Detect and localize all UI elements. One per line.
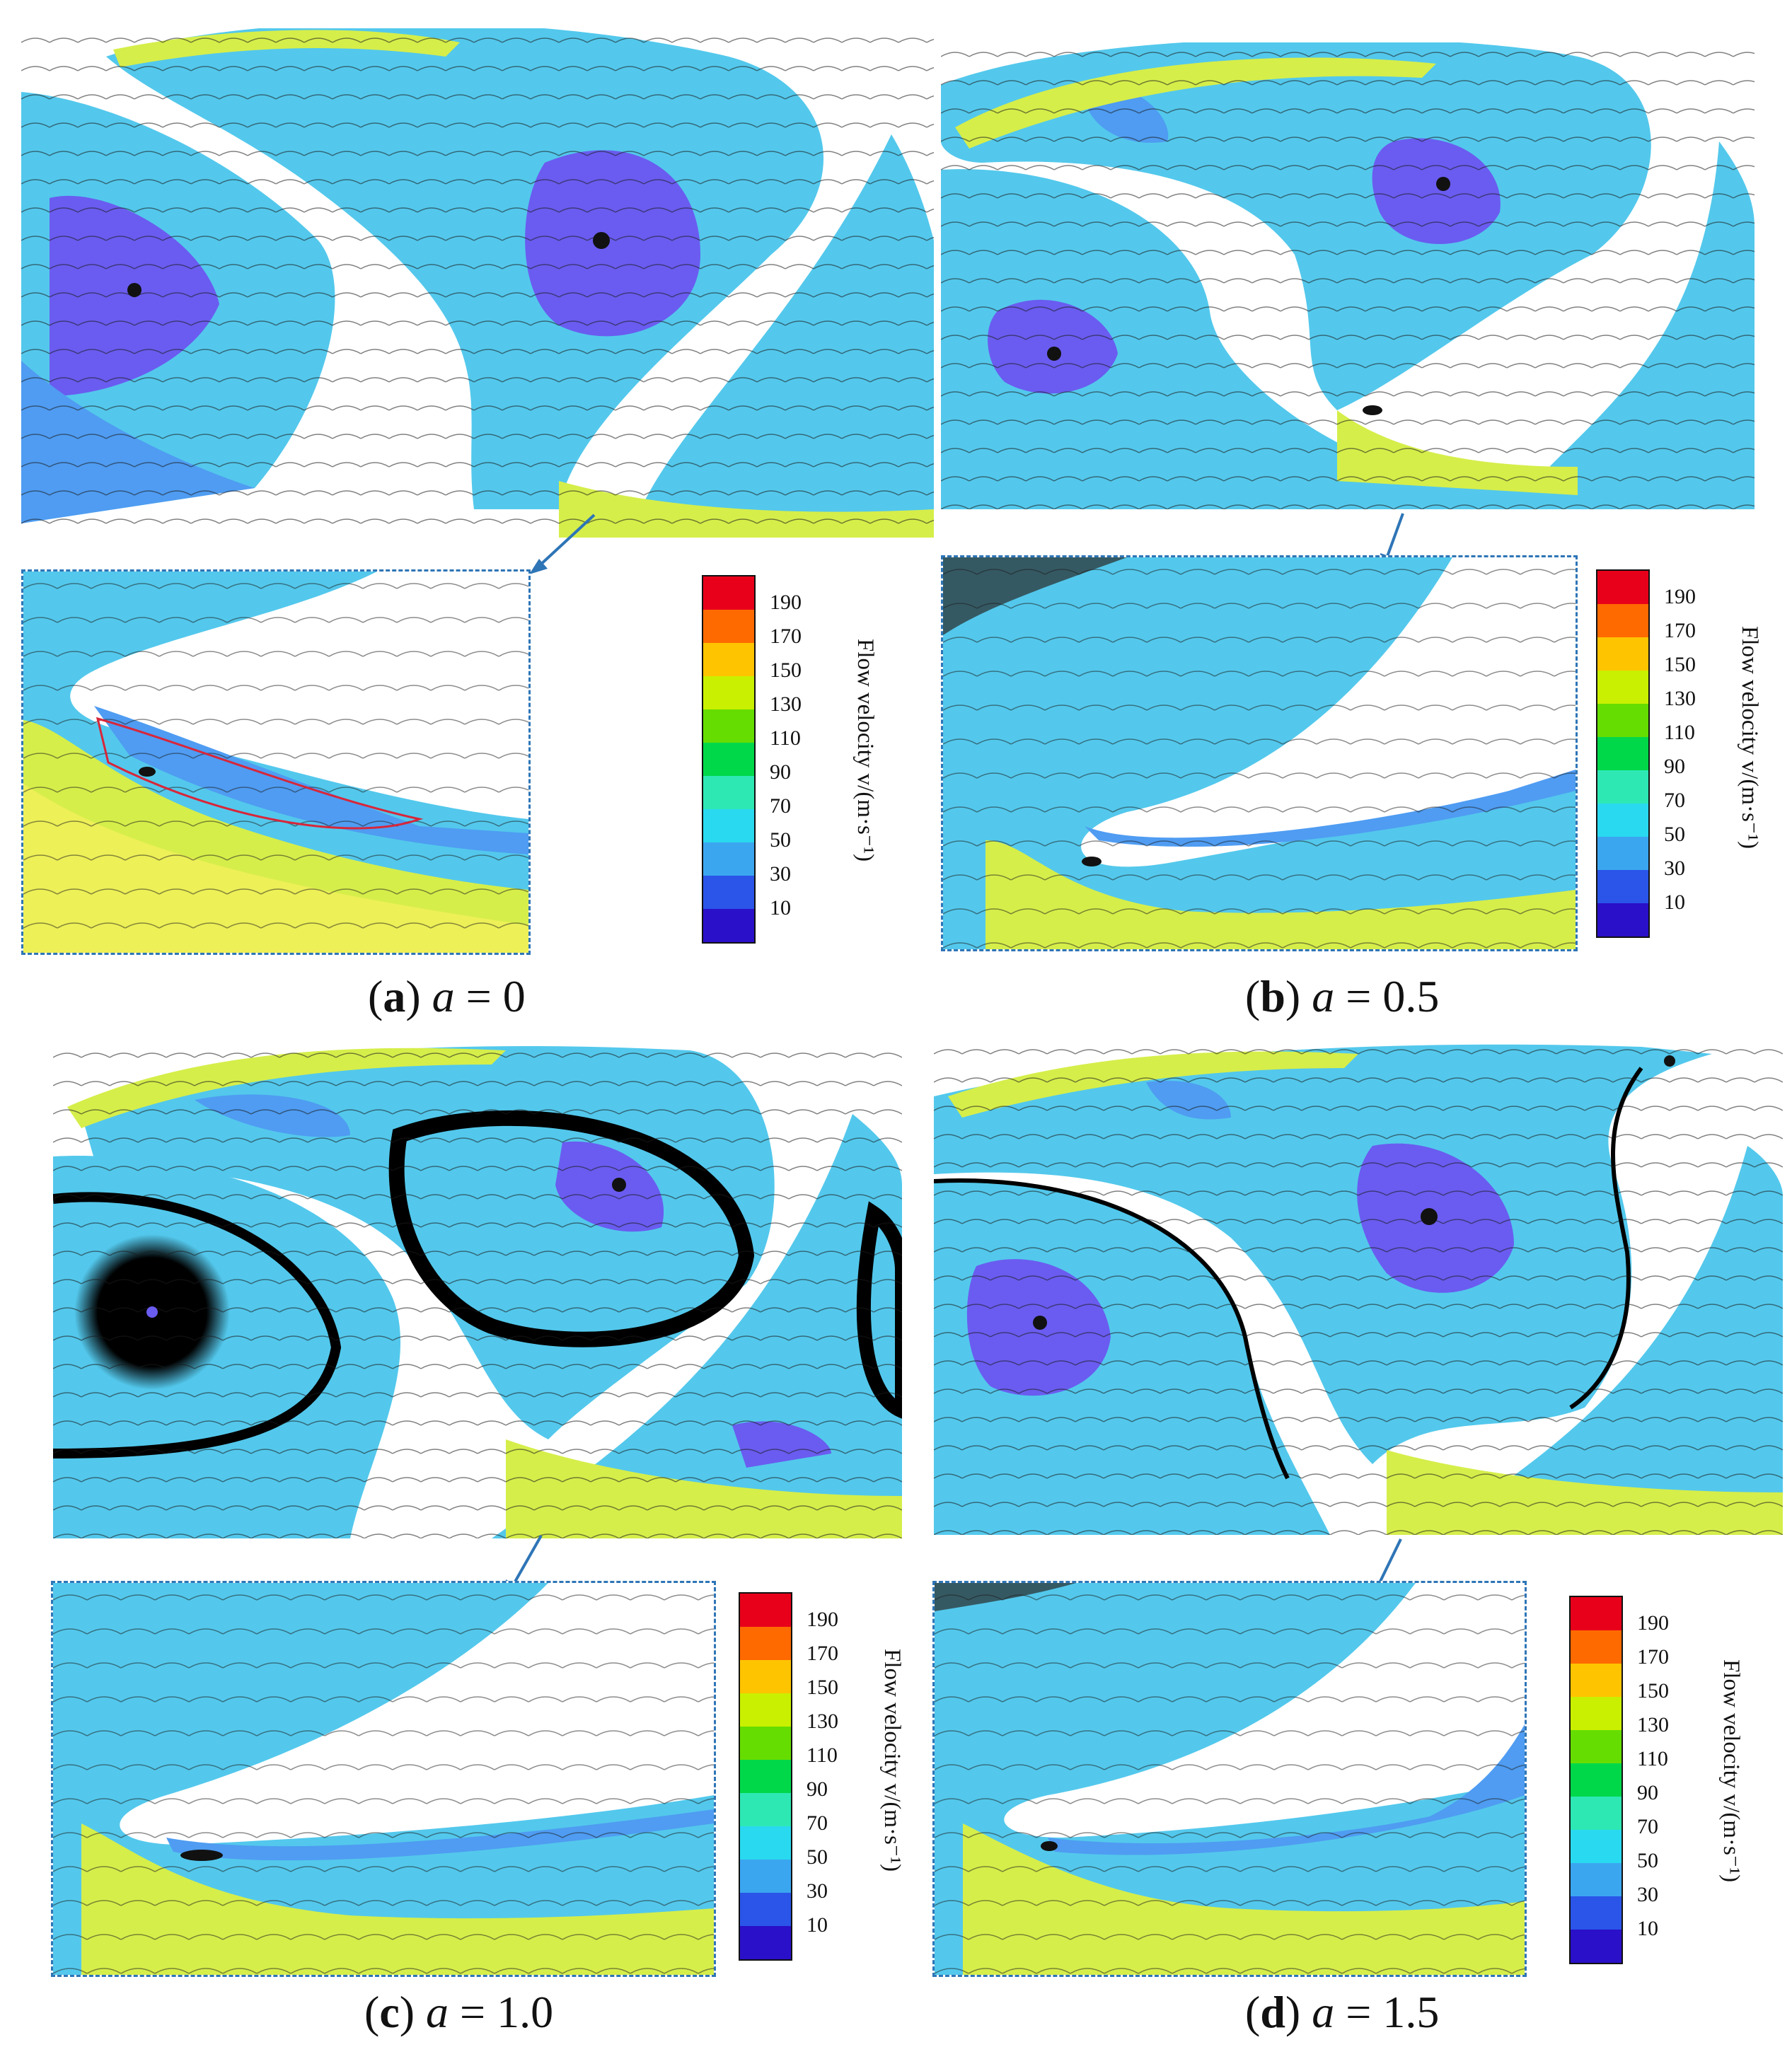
panel-d-caption: (d) a = 1.5 <box>1245 1987 1440 2037</box>
legend-title: Flow velocity v/(m·s⁻¹) <box>1718 1659 1744 1883</box>
legend-tick: 150 <box>807 1676 838 1699</box>
panel-b-inset <box>941 555 1578 951</box>
legend-title: Flow velocity v/(m·s⁻¹) <box>879 1649 905 1872</box>
legend-tick: 130 <box>1637 1713 1669 1736</box>
legend-tick: 90 <box>807 1777 828 1801</box>
panel-a-separation-line <box>96 717 424 830</box>
legend-title: Flow velocity v/(m·s⁻¹) <box>1737 626 1762 849</box>
legend-tick: 170 <box>770 625 802 648</box>
panel-a-vortex-center-left <box>127 283 141 297</box>
legend-tick: 150 <box>770 659 802 682</box>
legend-colorbar <box>739 1592 792 1961</box>
legend-tick: 30 <box>770 862 791 886</box>
legend-tick: 130 <box>1664 687 1696 710</box>
caption-param: a <box>426 1987 449 2037</box>
legend-tick: 10 <box>807 1913 828 1937</box>
panel-c-flow-field <box>53 1043 902 1538</box>
legend-tick: 50 <box>1637 1849 1658 1872</box>
caption-param: a <box>432 971 455 1021</box>
legend-tick: 10 <box>770 896 791 920</box>
legend-tick: 130 <box>770 692 802 716</box>
legend-tick: 70 <box>807 1811 828 1835</box>
legend-tick: 190 <box>807 1608 838 1631</box>
legend-colorbar <box>1596 569 1650 938</box>
legend-tick: 150 <box>1664 653 1696 676</box>
legend-tick: 30 <box>807 1879 828 1903</box>
legend-tick: 70 <box>770 794 791 818</box>
legend-tick: 30 <box>1664 857 1685 880</box>
panel-a-inset <box>21 569 531 955</box>
legend-tick: 170 <box>1664 619 1696 642</box>
panel-d-inset <box>932 1581 1527 1977</box>
legend-tick: 150 <box>1637 1679 1669 1703</box>
legend-tick: 50 <box>770 828 791 852</box>
legend-tick: 90 <box>1664 755 1685 778</box>
legend-tick: 110 <box>1664 721 1695 744</box>
panel-b-caption: (b) a = 0.5 <box>1245 971 1440 1021</box>
legend-tick: 10 <box>1664 891 1685 914</box>
legend-tick: 70 <box>1637 1815 1658 1838</box>
legend-tick: 90 <box>1637 1781 1658 1804</box>
legend-tick: 50 <box>807 1845 828 1869</box>
caption-letter: c <box>379 1987 400 2037</box>
caption-eq: = <box>1346 1987 1372 2037</box>
panel-a-caption: (a) a = 0 <box>368 971 526 1021</box>
legend-tick: 190 <box>770 591 802 614</box>
panel-a-zoom-arrow <box>529 514 596 574</box>
legend-tick: 130 <box>807 1710 838 1733</box>
legend-colorbar <box>1569 1596 1623 1964</box>
caption-letter: d <box>1260 1987 1285 2037</box>
legend-tick: 10 <box>1637 1917 1658 1940</box>
legend-tick: 110 <box>1637 1747 1668 1770</box>
legend-colorbar <box>702 575 756 944</box>
caption-eq: = <box>460 1987 486 2037</box>
panel-d-flow-field <box>934 1040 1783 1535</box>
panel-c-caption: (c) a = 1.0 <box>364 1987 554 2037</box>
legend-tick: 170 <box>1637 1645 1669 1669</box>
legend-tick: 90 <box>770 760 791 784</box>
legend-tick: 50 <box>1664 823 1685 846</box>
legend-title: Flow velocity v/(m·s⁻¹) <box>852 639 878 862</box>
legend-tick: 190 <box>1637 1611 1669 1635</box>
panel-b-flow-field <box>941 42 1755 509</box>
panel-a-vortex-center-mid <box>593 232 610 249</box>
caption-value: 0 <box>502 971 526 1021</box>
legend-tick: 30 <box>1637 1883 1658 1906</box>
legend-tick: 190 <box>1664 585 1696 608</box>
caption-eq: = <box>466 971 492 1021</box>
panel-a-flow-field <box>21 28 934 545</box>
caption-value: 1.5 <box>1382 1987 1440 2037</box>
legend-tick: 110 <box>807 1744 838 1767</box>
legend-tick: 110 <box>770 726 801 750</box>
panel-c-inset <box>51 1581 716 1977</box>
caption-letter: b <box>1260 971 1285 1021</box>
caption-value: 1.0 <box>497 1987 554 2037</box>
caption-letter: a <box>383 971 406 1021</box>
legend-tick: 70 <box>1664 789 1685 812</box>
caption-eq: = <box>1346 971 1372 1021</box>
legend-tick: 170 <box>807 1642 838 1665</box>
caption-param: a <box>1312 1987 1335 2037</box>
caption-param: a <box>1312 971 1335 1021</box>
caption-value: 0.5 <box>1382 971 1440 1021</box>
